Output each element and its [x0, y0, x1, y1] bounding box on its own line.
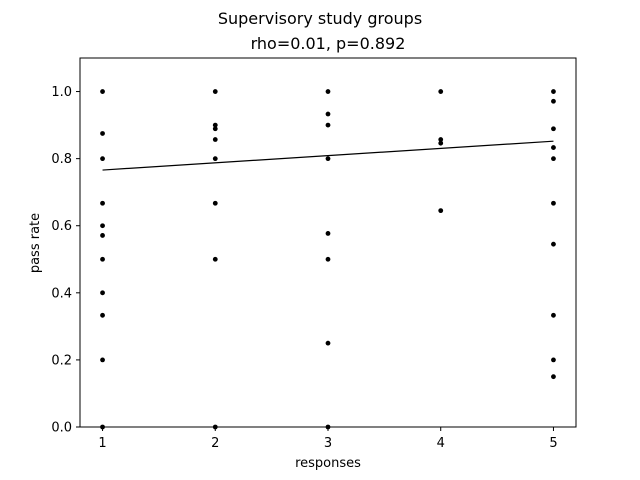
data-point [551, 312, 556, 318]
x-tick-label: 2 [211, 436, 219, 451]
data-point [100, 256, 105, 262]
data-point [551, 357, 556, 363]
data-point [212, 89, 218, 94]
x-tick-label: 4 [437, 436, 445, 451]
data-point [551, 241, 556, 247]
data-point [212, 156, 218, 162]
data-point [212, 256, 218, 262]
y-tick-label: 0.8 [51, 152, 72, 167]
data-points [100, 89, 556, 430]
data-point [551, 374, 556, 380]
data-point [212, 126, 218, 132]
data-point [212, 200, 218, 206]
data-point [325, 231, 331, 236]
data-point [100, 223, 105, 229]
data-point [212, 122, 218, 128]
data-point [100, 131, 105, 136]
axis-ticks: 1 2 3 4 5 0.0 0.2 0.4 0.6 0.8 1.0 [51, 85, 557, 451]
data-point [325, 340, 331, 346]
data-point [100, 312, 105, 318]
data-point [100, 200, 105, 206]
data-point [100, 156, 105, 162]
chart-title: Supervisory study groups [218, 9, 422, 28]
y-tick-label: 0.6 [51, 219, 72, 234]
data-point [325, 256, 331, 262]
y-tick-label: 0.2 [51, 353, 72, 368]
x-tick-label: 5 [549, 436, 557, 451]
regression-line-group [102, 140, 554, 171]
data-point [551, 200, 556, 206]
regression-line [102, 140, 554, 171]
data-point [325, 89, 331, 94]
data-point [100, 357, 105, 363]
y-tick-label: 1.0 [51, 85, 72, 100]
chart-subtitle: rho=0.01, p=0.892 [251, 34, 406, 53]
data-point [551, 156, 556, 162]
y-axis-label: pass rate [28, 213, 43, 273]
x-axis-label: responses [295, 456, 361, 471]
y-tick-label: 0.0 [51, 421, 72, 436]
data-point [438, 208, 444, 214]
data-point [100, 290, 105, 296]
data-point [212, 137, 218, 142]
data-point [551, 98, 556, 104]
data-point [325, 122, 331, 128]
x-tick-label: 1 [98, 436, 106, 451]
data-point [325, 156, 331, 162]
data-point [100, 89, 105, 94]
data-point [438, 89, 444, 94]
data-point [551, 145, 556, 150]
data-point [551, 89, 556, 94]
data-point [438, 140, 444, 146]
data-point [438, 137, 444, 142]
x-tick-label: 3 [324, 436, 332, 451]
data-point [100, 233, 105, 238]
y-tick-label: 0.4 [51, 286, 72, 301]
data-point [325, 111, 331, 117]
data-point [551, 126, 556, 132]
